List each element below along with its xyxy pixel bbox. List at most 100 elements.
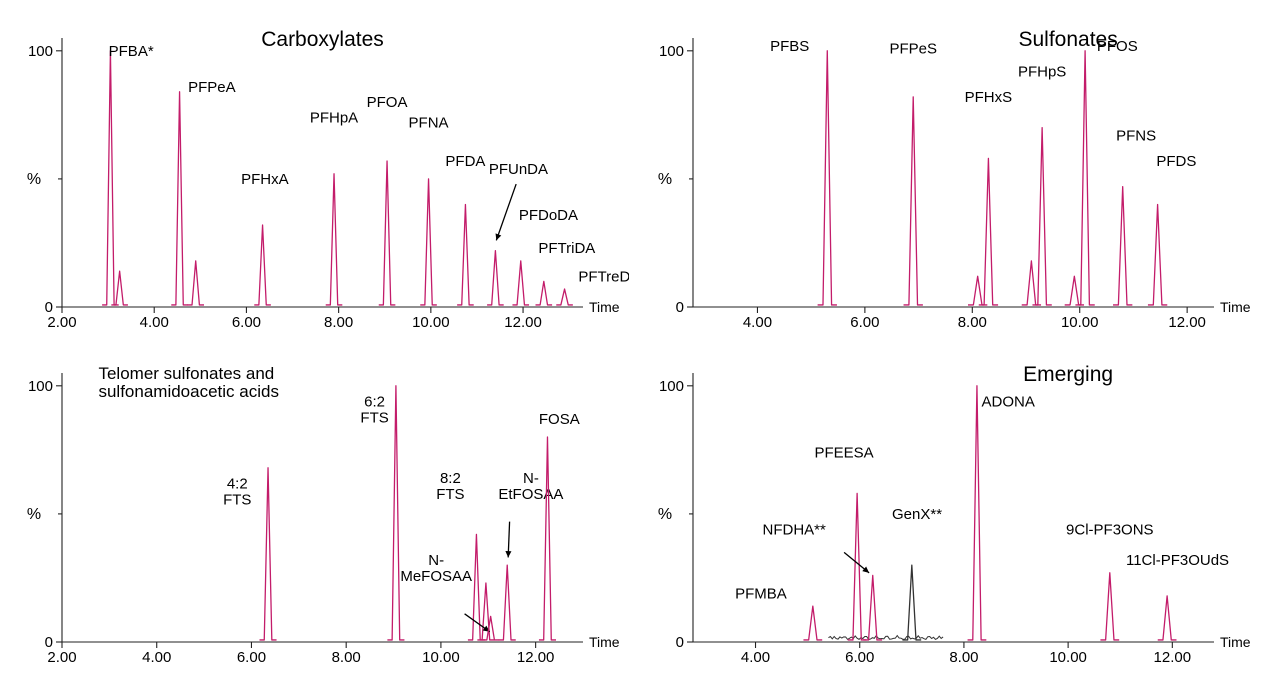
- peak: [863, 575, 882, 640]
- x-tick-label: 6.00: [232, 314, 261, 331]
- y-axis-label: %: [27, 171, 41, 188]
- y-tick-label: 0: [676, 634, 684, 651]
- peak: [1075, 51, 1094, 305]
- y-tick-label: 100: [659, 378, 684, 395]
- panel-carboxylates: 2.004.006.008.0010.0012.00Time0100%PFBA*…: [20, 10, 629, 337]
- peak-label: PFBA*: [109, 43, 154, 60]
- peak: [457, 205, 474, 305]
- peak-label: ADONA: [982, 393, 1035, 410]
- peak-label: PFDoDA: [519, 207, 578, 224]
- x-tick-label: 12.00: [1154, 649, 1192, 666]
- x-tick-label: 10.00: [412, 314, 450, 331]
- arrow-line: [496, 184, 516, 240]
- peak-label: PFTreDA: [578, 268, 629, 285]
- peak: [1113, 187, 1132, 305]
- chromatogram: 2.004.006.008.0010.0012.00Time0100%PFBA*…: [20, 10, 629, 337]
- x-tick-label: 12.00: [1168, 314, 1206, 331]
- peak-label: PFPeS: [889, 40, 937, 57]
- peak: [818, 51, 837, 305]
- peak: [556, 289, 573, 305]
- peak-label: PFMBA: [735, 585, 787, 602]
- y-tick-label: 0: [45, 634, 53, 651]
- peak: [326, 174, 343, 305]
- peak: [420, 179, 437, 305]
- peak-label: N-EtFOSAA: [498, 470, 563, 503]
- peak-label: PFEESA: [814, 445, 873, 462]
- peak-label: FOSA: [539, 411, 580, 428]
- x-tick-label: 4.00: [743, 314, 772, 331]
- peak: [487, 251, 504, 305]
- peak: [387, 386, 404, 640]
- panel-emerging: 4.006.008.0010.0012.00Time0100%PFMBAPFEE…: [651, 345, 1260, 672]
- peak: [187, 261, 204, 305]
- peak-label: NFDHA**: [763, 521, 827, 538]
- peak: [902, 565, 921, 640]
- x-axis-label: Time: [589, 634, 620, 650]
- x-tick-label: 4.00: [142, 649, 171, 666]
- peak-label: PFDA: [445, 153, 485, 170]
- x-tick-label: 6.00: [845, 649, 874, 666]
- peak: [1032, 128, 1051, 305]
- peak-label: 4:2FTS: [223, 475, 251, 508]
- y-axis-label: %: [27, 506, 41, 523]
- peak: [512, 261, 529, 305]
- y-tick-label: 0: [45, 299, 53, 316]
- panel-title: Emerging: [1023, 363, 1113, 386]
- panel-title: Telomer sulfonates andsulfonamidoacetic …: [98, 364, 278, 401]
- peak: [171, 92, 188, 305]
- peak: [499, 565, 516, 640]
- x-tick-label: 6.00: [237, 649, 266, 666]
- x-axis-label: Time: [1220, 634, 1251, 650]
- peak-label: PFHpA: [310, 110, 358, 127]
- y-tick-label: 0: [676, 299, 684, 316]
- peak-label: GenX**: [892, 506, 942, 523]
- chromatogram: 4.006.008.0010.0012.00Time0100%PFMBAPFEE…: [651, 345, 1260, 672]
- x-tick-label: 10.00: [1049, 649, 1087, 666]
- x-tick-label: 12.00: [517, 649, 555, 666]
- peak-label: PFPeA: [188, 79, 236, 96]
- peak: [979, 158, 998, 305]
- panel-title: Sulfonates: [1018, 28, 1117, 51]
- peak: [102, 51, 119, 305]
- chromatogram: 2.004.006.008.0010.0012.00Time0100%4:2FT…: [20, 345, 629, 672]
- peak: [904, 97, 923, 305]
- peak-label: PFNA: [409, 115, 449, 132]
- y-tick-label: 100: [28, 378, 53, 395]
- x-axis-label: Time: [1220, 299, 1251, 315]
- peak: [539, 437, 556, 640]
- noise-floor: [828, 636, 943, 640]
- peak-label: PFHxS: [965, 89, 1013, 106]
- peak-label: 9Cl-PF3ONS: [1066, 521, 1154, 538]
- peak-label: PFNS: [1116, 127, 1156, 144]
- peak: [848, 493, 867, 640]
- page: 2.00 4.00 6.00 8.00 10.00 12.00 Time 0 100% PFBA*…: [0, 0, 1280, 682]
- peak: [1100, 573, 1119, 640]
- peak: [260, 468, 277, 640]
- panel-title: Carboxylates: [261, 28, 384, 51]
- peak: [1148, 205, 1167, 305]
- x-tick-label: 8.00: [958, 314, 987, 331]
- peak: [254, 225, 271, 305]
- peak: [1158, 596, 1177, 640]
- arrow-head-icon: [496, 233, 502, 240]
- x-tick-label: 2.00: [47, 314, 76, 331]
- y-tick-label: 100: [659, 43, 684, 60]
- peak: [379, 161, 396, 305]
- peak-label: 11Cl-PF3OUdS: [1126, 552, 1229, 569]
- peak: [468, 534, 485, 640]
- peak-label: PFBS: [770, 38, 809, 55]
- x-tick-label: 8.00: [324, 314, 353, 331]
- peak-label: PFOA: [367, 94, 408, 111]
- x-tick-label: 10.00: [1061, 314, 1099, 331]
- x-tick-label: 10.00: [422, 649, 460, 666]
- peak: [536, 281, 553, 305]
- arrow-head-icon: [505, 551, 511, 557]
- x-tick-label: 8.00: [949, 649, 978, 666]
- y-axis-label: %: [658, 171, 672, 188]
- y-axis-label: %: [658, 506, 672, 523]
- x-tick-label: 12.00: [504, 314, 542, 331]
- chromatogram: 4.006.008.0010.0012.00Time0100%PFBSPFPeS…: [651, 10, 1260, 337]
- peak-label: PFHxA: [241, 171, 289, 188]
- peak-label: 6:2FTS: [360, 393, 388, 426]
- peak-label: N-MeFOSAA: [400, 552, 472, 585]
